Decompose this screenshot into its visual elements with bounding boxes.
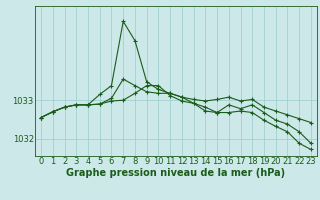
X-axis label: Graphe pression niveau de la mer (hPa): Graphe pression niveau de la mer (hPa) <box>67 168 285 178</box>
